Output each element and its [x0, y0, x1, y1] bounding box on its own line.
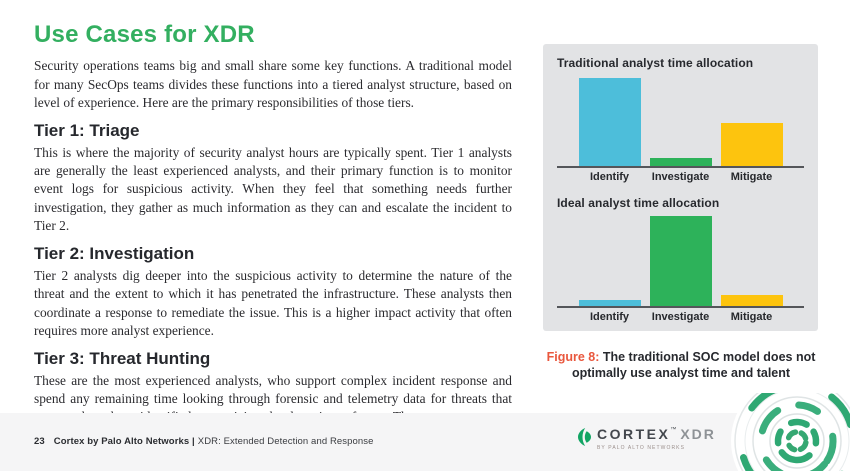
- footer-doc-title: 23 Cortex by Palo Alto Networks | XDR: Ext…: [34, 436, 374, 447]
- x-tick-label: Identify: [589, 311, 630, 323]
- bar-identify: [578, 299, 641, 306]
- chart-traditional-allocation: Traditional analyst time allocation Iden…: [557, 56, 804, 183]
- section-heading-tier-3: Tier 3: Threat Hunting: [34, 349, 211, 369]
- footer-title-bold: Cortex by Palo Alto Networks |: [53, 436, 195, 447]
- logo-trademark: ™: [670, 427, 677, 433]
- article-column: Use Cases for XDR Security operations te…: [34, 21, 512, 472]
- bar-investigate: [649, 215, 712, 306]
- page-footer: 23 Cortex by Palo Alto Networks | XDR: Ext…: [0, 413, 850, 471]
- footer-title-rest: XDR: Extended Detection and Response: [197, 436, 374, 447]
- x-axis-labels: Identify Investigate Mitigate: [557, 171, 804, 183]
- chart-title: Traditional analyst time allocation: [557, 56, 754, 70]
- x-tick-label: Investigate: [651, 311, 710, 323]
- x-tick-label: Mitigate: [730, 311, 773, 323]
- cortex-logo-icon: [578, 428, 591, 446]
- section-body-tier-1: This is where the majority of security a…: [34, 145, 512, 233]
- figure-caption: Figure 8: The traditional SOC model does…: [541, 349, 821, 382]
- plot-area: [557, 213, 804, 308]
- chart-title: Ideal analyst time allocation: [557, 196, 720, 210]
- logo-product-text: XDR: [680, 426, 716, 442]
- page-title: Use Cases for XDR: [34, 21, 255, 48]
- bar-identify: [578, 77, 641, 166]
- section-heading-tier-2: Tier 2: Investigation: [34, 244, 195, 264]
- plot-area: [557, 73, 804, 168]
- logo-wordmark: CORTEX™ XDR BY PALO ALTO NETWORKS: [597, 427, 716, 451]
- bar-investigate: [649, 157, 712, 166]
- x-tick-label: Identify: [589, 171, 630, 183]
- bar-mitigate: [720, 294, 783, 306]
- figure-panel: Traditional analyst time allocation Iden…: [543, 44, 818, 331]
- section-heading-tier-1: Tier 1: Triage: [34, 121, 140, 141]
- cortex-xdr-logo: CORTEX™ XDR BY PALO ALTO NETWORKS: [578, 427, 716, 451]
- chart-ideal-allocation: Ideal analyst time allocation Identify In…: [557, 196, 804, 323]
- x-axis-labels: Identify Investigate Mitigate: [557, 311, 804, 323]
- logo-tagline: BY PALO ALTO NETWORKS: [597, 445, 686, 451]
- intro-paragraph: Security operations teams big and small …: [34, 58, 512, 110]
- section-body-tier-2: Tier 2 analysts dig deeper into the susp…: [34, 268, 512, 338]
- x-tick-label: Mitigate: [730, 171, 773, 183]
- radial-swirl-graphic: [731, 393, 850, 471]
- figure-caption-text: The traditional SOC model does not optim…: [571, 350, 816, 381]
- page-number: 23: [34, 436, 45, 447]
- bar-mitigate: [720, 123, 783, 166]
- figure-caption-label: Figure 8:: [546, 350, 600, 364]
- x-tick-label: Investigate: [651, 171, 710, 183]
- logo-brand-text: CORTEX: [597, 426, 671, 442]
